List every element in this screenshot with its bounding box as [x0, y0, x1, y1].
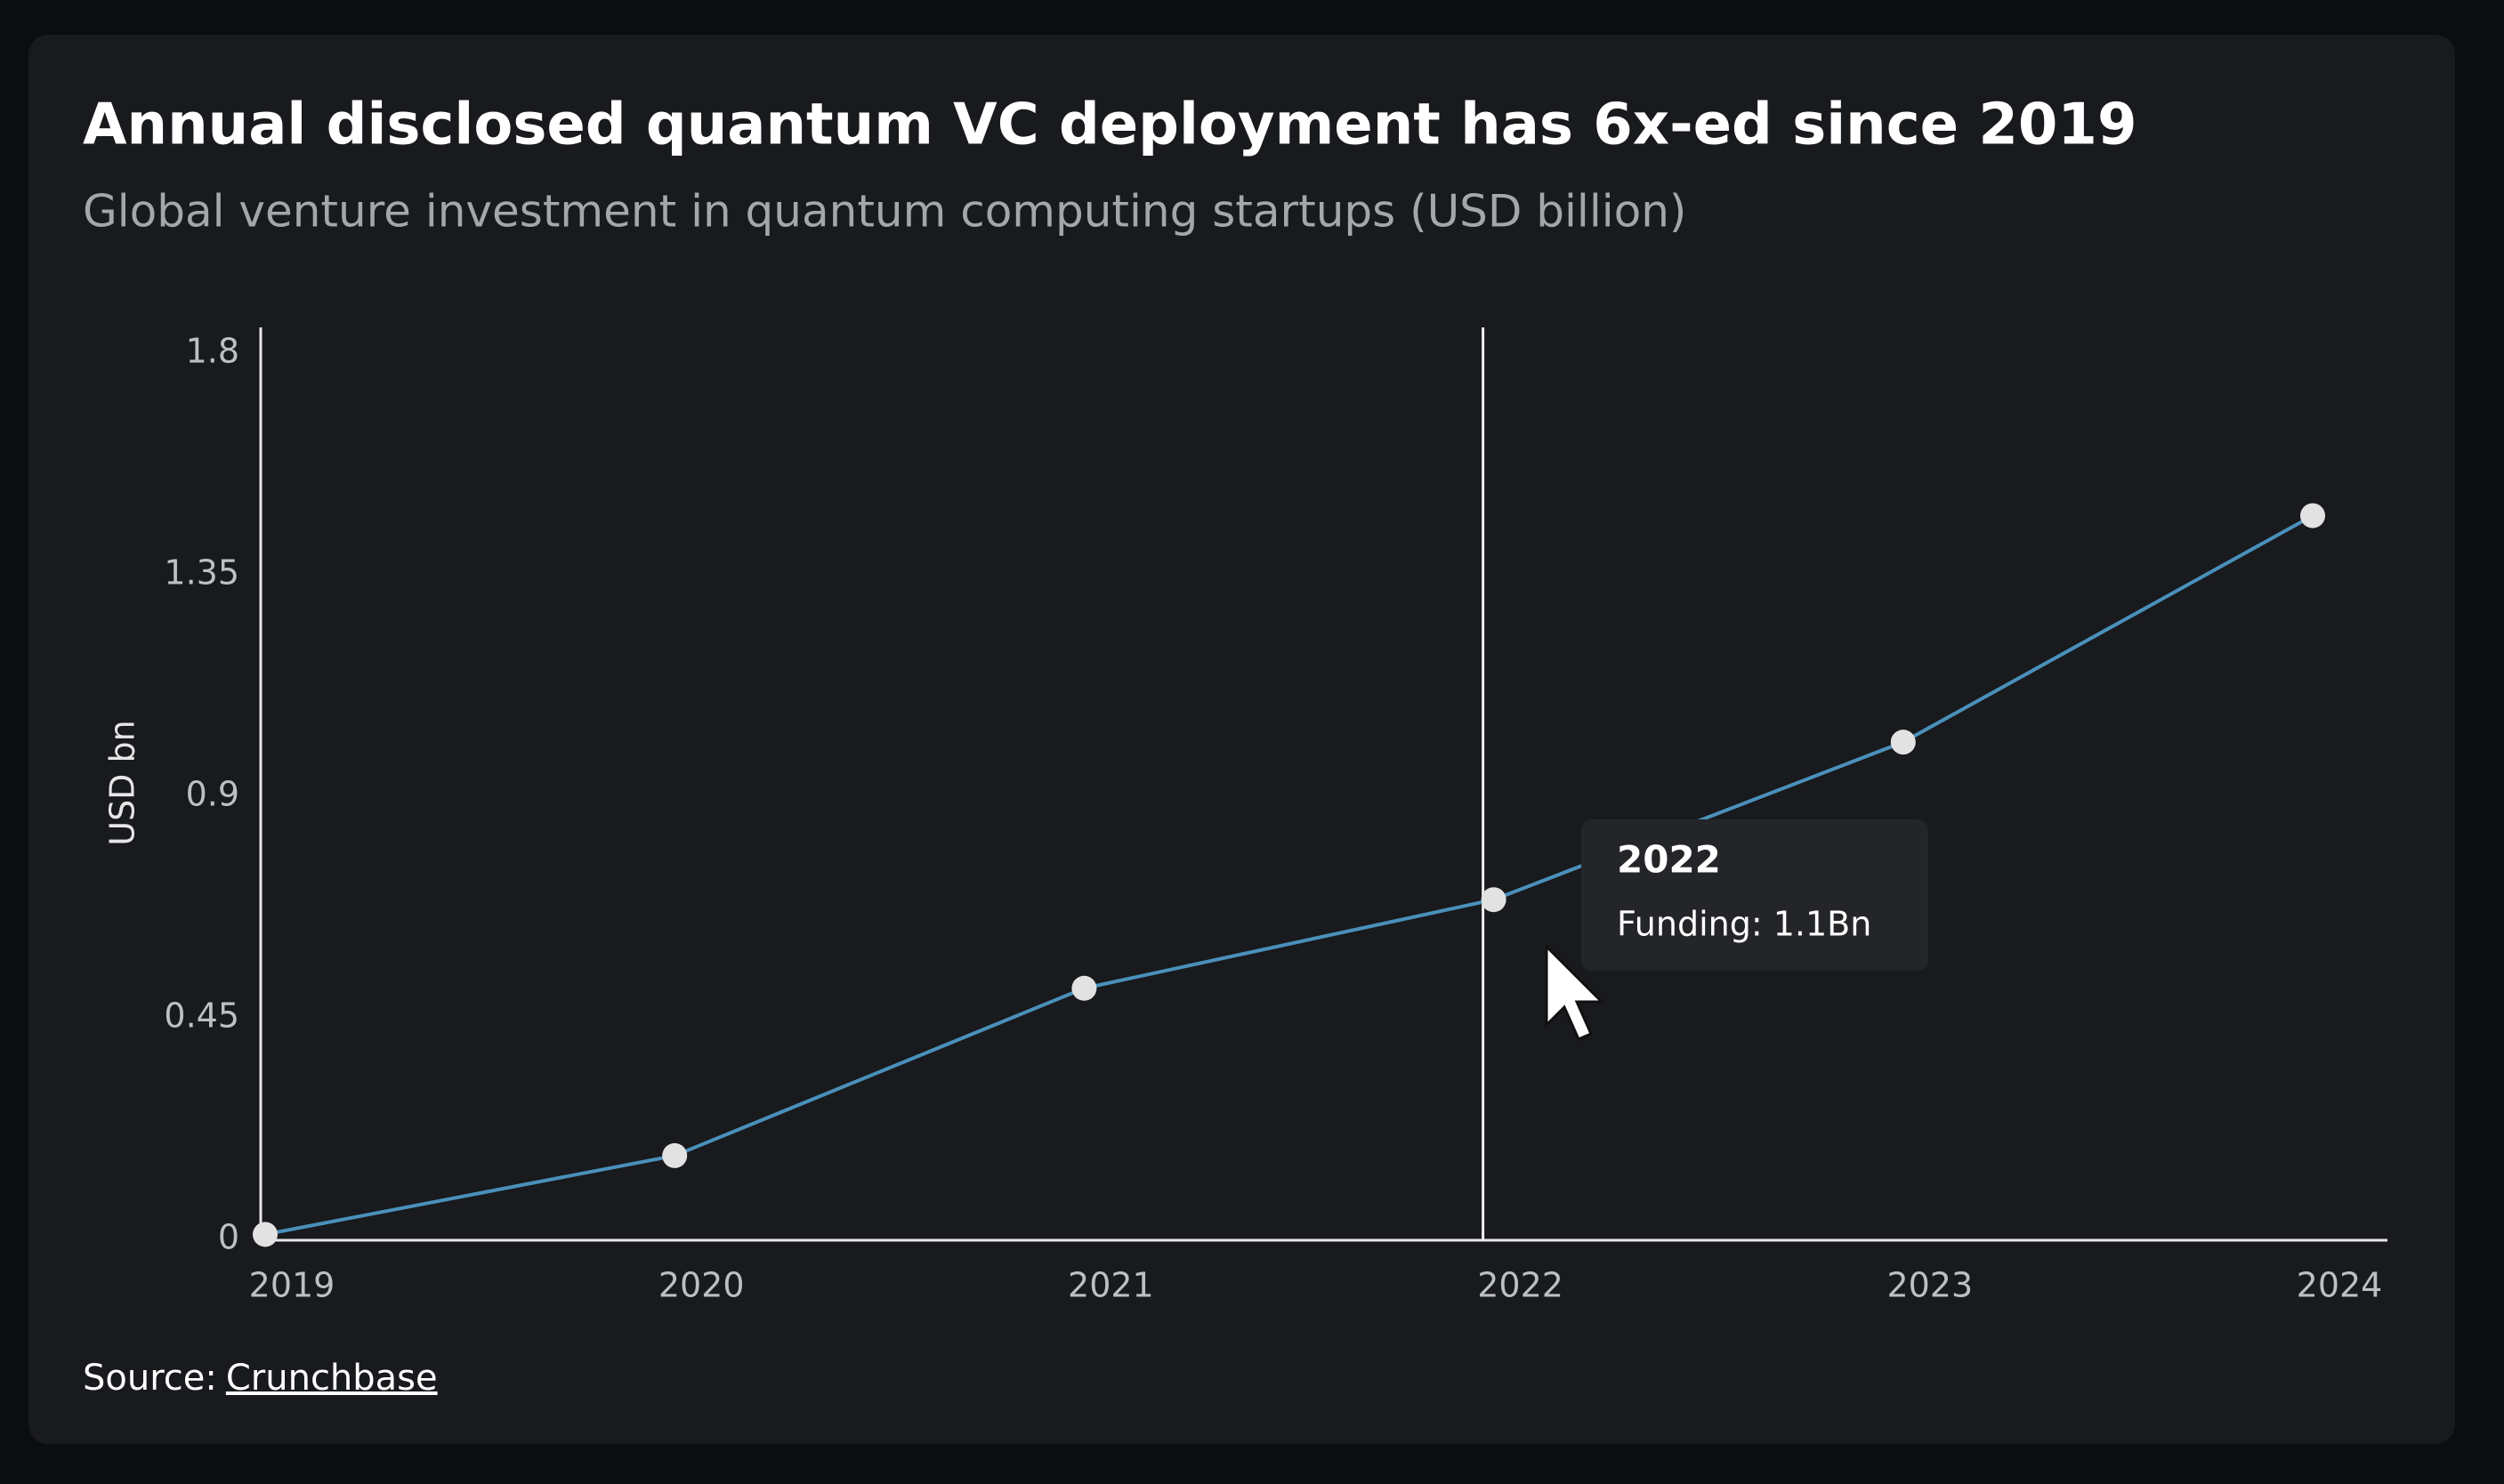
source-link[interactable]: Crunchbase — [226, 1358, 438, 1399]
tooltip: 2022 Funding: 1.1Bn — [1581, 819, 1928, 971]
data-point — [1890, 730, 1916, 755]
data-point — [662, 1142, 688, 1168]
plot: 0 0.45 0.9 1.35 1.8 2019 2020 2021 2022 2023 2024 2… — [164, 327, 2382, 1305]
y-tick-label: 1.35 — [164, 553, 239, 593]
x-tick-label: 2020 — [658, 1266, 745, 1305]
y-tick-label: 0 — [218, 1218, 239, 1257]
x-tick-label: 2022 — [1477, 1266, 1563, 1305]
x-tick-label: 2021 — [1068, 1266, 1154, 1305]
tooltip-text: Funding: 1.1Bn — [1617, 905, 1871, 944]
data-point — [1481, 887, 1506, 913]
x-tick-label: 2023 — [1886, 1266, 1973, 1305]
y-tick-label: 0.9 — [186, 775, 239, 814]
y-tick-label: 0.45 — [164, 996, 239, 1036]
card — [28, 35, 2455, 1444]
data-point — [2300, 503, 2325, 528]
y-tick-label: 1.8 — [186, 332, 239, 371]
x-tick-label: 2019 — [249, 1266, 335, 1305]
source-label: Source: — [83, 1358, 217, 1399]
mouse-cursor — [1545, 943, 1605, 1041]
y-axis-title: USD bn — [103, 720, 142, 845]
data-point — [1071, 975, 1097, 1001]
chart-title: Annual disclosed quantum VC deployment h… — [83, 93, 2136, 158]
x-tick-label: 2024 — [2297, 1266, 2383, 1305]
chart-subtitle: Global venture investment in quantum com… — [83, 186, 1686, 238]
tooltip-box — [1581, 819, 1928, 971]
data-point — [253, 1222, 278, 1247]
data-line — [264, 513, 2314, 1237]
tooltip-title: 2022 — [1617, 838, 1721, 882]
